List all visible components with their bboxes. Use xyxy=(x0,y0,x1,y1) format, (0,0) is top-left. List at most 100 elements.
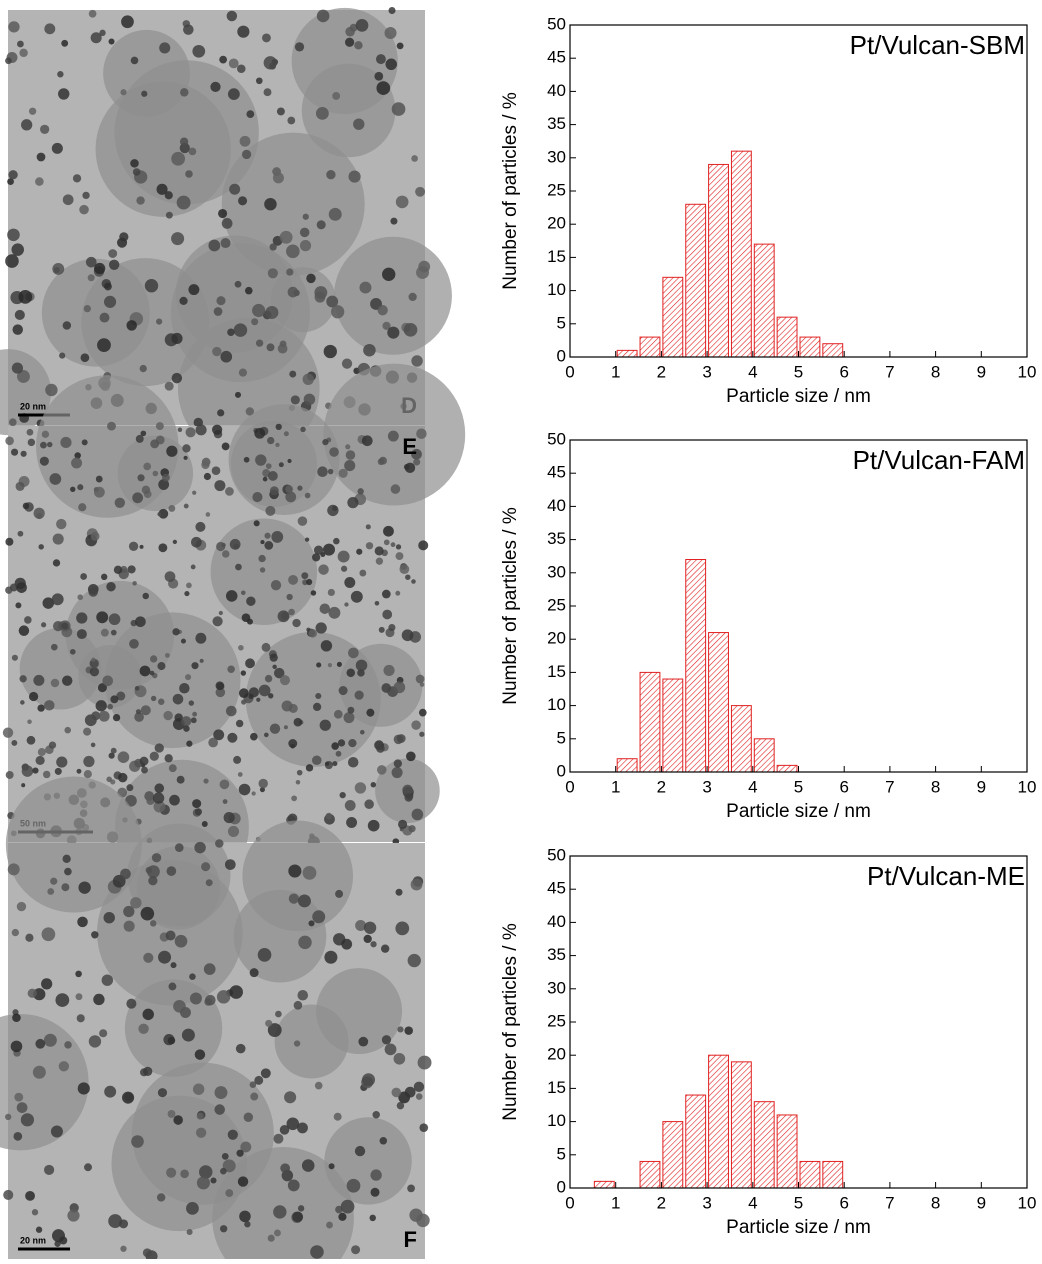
particle xyxy=(134,686,140,691)
particle xyxy=(304,492,311,499)
x-tick-label: 9 xyxy=(977,777,986,796)
particle xyxy=(229,985,243,999)
bar xyxy=(685,1094,707,1189)
particle xyxy=(40,124,50,134)
particle xyxy=(279,675,291,686)
particle xyxy=(77,916,88,928)
particle xyxy=(177,427,183,433)
carbon-aggregate xyxy=(5,776,142,913)
particle xyxy=(183,503,189,509)
particle xyxy=(416,1213,430,1228)
bar xyxy=(730,150,752,358)
y-tick-label: 35 xyxy=(547,945,566,964)
particle xyxy=(255,454,267,466)
bar xyxy=(662,678,684,773)
particle xyxy=(317,466,328,477)
particle xyxy=(295,780,301,785)
particle xyxy=(61,675,73,686)
particle xyxy=(76,768,82,774)
particle xyxy=(179,682,190,694)
particle xyxy=(51,593,64,606)
particle xyxy=(171,372,183,384)
particle xyxy=(229,183,241,195)
particle xyxy=(408,825,416,833)
particle xyxy=(360,729,365,735)
x-tick-label: 5 xyxy=(794,1193,803,1212)
bar xyxy=(593,1180,615,1189)
particle xyxy=(181,1028,195,1042)
particle xyxy=(308,920,315,927)
particle xyxy=(348,738,357,748)
bar xyxy=(685,203,707,358)
y-tick-label: 0 xyxy=(557,346,566,365)
particle xyxy=(186,740,193,747)
particle xyxy=(286,593,293,601)
particle xyxy=(151,853,162,863)
particle xyxy=(366,708,375,717)
particle xyxy=(304,537,310,542)
particle xyxy=(95,475,103,483)
particle xyxy=(81,439,88,446)
particle xyxy=(279,1125,290,1135)
tem-image: 20 nm F xyxy=(0,776,432,1264)
particle xyxy=(238,196,248,206)
particle xyxy=(397,1026,404,1033)
particle xyxy=(395,590,401,596)
particle xyxy=(42,597,55,609)
particle xyxy=(225,590,238,602)
particle xyxy=(210,1177,217,1184)
particle xyxy=(188,147,197,156)
particle xyxy=(141,90,148,97)
particle xyxy=(401,629,414,642)
particle xyxy=(24,616,32,624)
particle xyxy=(363,934,372,944)
particle xyxy=(419,731,425,737)
particle xyxy=(56,756,68,768)
particle xyxy=(346,1178,361,1193)
particle xyxy=(16,582,27,593)
particle xyxy=(5,57,12,65)
particle xyxy=(45,383,58,397)
particle xyxy=(130,897,142,909)
particle xyxy=(8,21,20,33)
carbon-aggregate xyxy=(36,375,179,518)
particle xyxy=(326,170,336,180)
particle xyxy=(112,713,121,722)
particle xyxy=(139,364,147,373)
particle xyxy=(139,756,149,766)
particle xyxy=(249,968,259,978)
particle xyxy=(405,751,416,762)
particle xyxy=(370,1169,382,1181)
particle xyxy=(375,557,384,565)
particle xyxy=(354,782,367,794)
particle xyxy=(191,536,202,548)
particle xyxy=(139,544,144,549)
particle xyxy=(343,712,355,724)
particle xyxy=(11,928,20,937)
particle xyxy=(275,1010,282,1018)
particle xyxy=(413,1081,425,1093)
particle xyxy=(165,930,176,941)
particle xyxy=(395,921,410,936)
particle xyxy=(288,739,298,748)
particle xyxy=(147,865,160,879)
particle xyxy=(189,973,196,980)
particle xyxy=(264,197,277,211)
particle xyxy=(126,998,137,1009)
particle xyxy=(285,485,294,494)
particle xyxy=(69,648,76,655)
particle xyxy=(52,262,65,275)
y-tick-label: 15 xyxy=(547,662,566,681)
particle xyxy=(251,318,259,326)
particle xyxy=(180,88,189,97)
particle xyxy=(316,662,322,668)
particle xyxy=(399,564,410,574)
particle xyxy=(233,755,242,764)
particle xyxy=(15,481,25,491)
particle xyxy=(54,767,62,775)
scale-bar-label: 20 nm xyxy=(20,1235,46,1245)
particle xyxy=(20,1113,34,1127)
particle xyxy=(27,988,37,998)
particle xyxy=(124,1092,134,1102)
y-tick-label: 50 xyxy=(547,14,566,33)
